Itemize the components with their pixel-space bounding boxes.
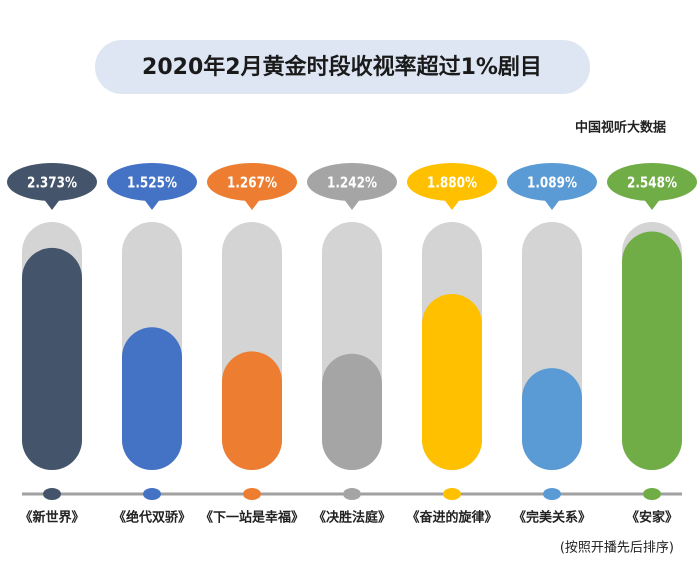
x-tick-label: 《下一站是幸福》 xyxy=(200,510,304,526)
bubble-tail xyxy=(43,198,61,210)
bubble-tail xyxy=(343,198,361,210)
x-tick-label: 《奋进的旋律》 xyxy=(406,510,497,526)
bar xyxy=(22,247,82,470)
bar xyxy=(122,327,182,470)
axis-dot xyxy=(43,488,61,500)
note: (按照开播先后排序) xyxy=(560,541,674,556)
bubble xyxy=(307,163,397,201)
value-label: 2.373% xyxy=(27,174,77,192)
value-label: 1.525% xyxy=(127,174,177,192)
axis-dot xyxy=(443,488,461,500)
x-tick-label: 《安家》 xyxy=(626,510,678,526)
chart-title: 2020年2月黄金时段收视率超过1%剧目 xyxy=(142,54,542,80)
bar xyxy=(622,231,682,470)
bubble xyxy=(607,163,697,201)
axis-dot xyxy=(543,488,561,500)
bubble-tail xyxy=(143,198,161,210)
value-label: 1.242% xyxy=(327,174,377,192)
source: 中国视听大数据 xyxy=(575,120,666,136)
bubble-tail xyxy=(543,198,561,210)
bubble xyxy=(107,163,197,201)
title-box xyxy=(95,40,590,94)
bubble-tail xyxy=(243,198,261,210)
axis-dot xyxy=(343,488,361,500)
axis-dot xyxy=(143,488,161,500)
x-tick-label: 《绝代双骄》 xyxy=(113,510,191,526)
value-label: 1.880% xyxy=(427,174,477,192)
x-tick-label: 《决胜法庭》 xyxy=(313,510,391,526)
bubble-tail xyxy=(443,198,461,210)
value-label: 1.267% xyxy=(227,174,277,192)
bar xyxy=(322,353,382,470)
axis-dot xyxy=(643,488,661,500)
value-label: 1.089% xyxy=(527,174,577,192)
bar xyxy=(422,294,482,470)
bubble xyxy=(407,163,497,201)
bubble xyxy=(7,163,97,201)
x-tick-label: 《新世界》 xyxy=(19,510,84,526)
bubble xyxy=(207,163,297,201)
value-label: 2.548% xyxy=(627,174,677,192)
x-tick-label: 《完美关系》 xyxy=(513,510,591,526)
axis-dot xyxy=(243,488,261,500)
bubble-tail xyxy=(643,198,661,210)
bar xyxy=(222,351,282,470)
bubble xyxy=(507,163,597,201)
bar xyxy=(522,368,582,470)
